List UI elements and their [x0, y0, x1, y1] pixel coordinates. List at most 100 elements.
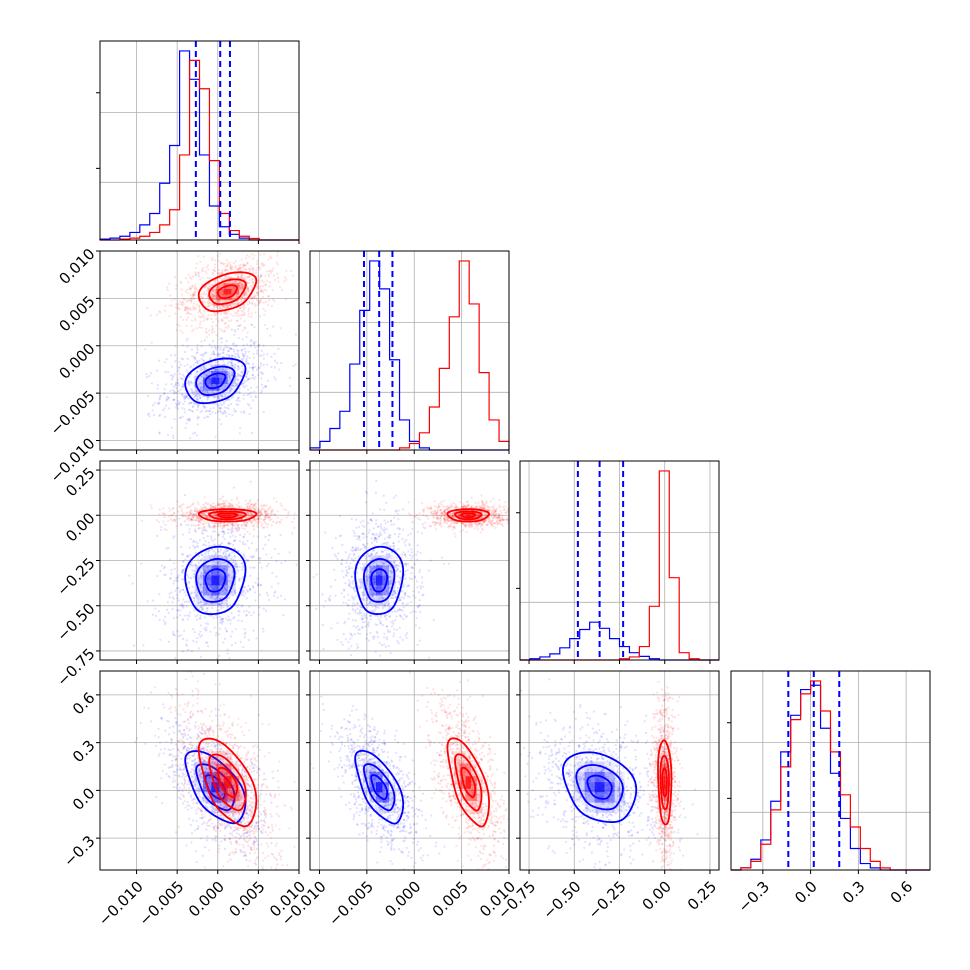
scatter-point [177, 369, 180, 372]
scatter-point [191, 296, 194, 299]
scatter-point [371, 512, 374, 515]
scatter-point [262, 607, 265, 610]
scatter-point [358, 538, 362, 541]
scatter-point [383, 519, 386, 522]
scatter-point [378, 508, 382, 511]
scatter-point [259, 298, 263, 301]
scatter-point [222, 499, 225, 503]
scatter-point [237, 396, 240, 400]
scatter-point [270, 508, 273, 511]
scatter-point [237, 336, 241, 340]
scatter-point [248, 512, 251, 515]
scatter-point [223, 524, 227, 527]
scatter-point [261, 371, 264, 374]
scatter-point [365, 596, 369, 599]
scatter-point [392, 561, 395, 564]
scatter-point [202, 523, 205, 526]
scatter-point [436, 514, 439, 517]
scatter-point [246, 590, 250, 593]
scatter-point [223, 400, 226, 403]
scatter-point [251, 525, 255, 528]
scatter-point [363, 554, 367, 557]
scatter-point [151, 599, 155, 602]
scatter-point [163, 361, 166, 364]
scatter-point [227, 541, 231, 544]
scatter-point [288, 376, 291, 380]
scatter-point [409, 532, 412, 535]
density-cell [219, 390, 228, 398]
scatter-point [199, 583, 202, 586]
scatter-point [250, 297, 253, 301]
scatter-point [245, 503, 248, 506]
scatter-point [251, 512, 254, 516]
scatter-point [225, 340, 228, 343]
scatter-point [210, 390, 213, 393]
scatter-point [253, 503, 256, 507]
scatter-point [347, 647, 350, 650]
scatter-point [259, 583, 262, 587]
scatter-point [242, 285, 245, 288]
scatter-point [192, 294, 195, 297]
scatter-point [268, 334, 272, 337]
scatter-point [193, 509, 196, 513]
scatter-point [259, 511, 262, 514]
scatter-point [360, 606, 364, 609]
scatter-point [212, 349, 215, 353]
scatter-point [223, 410, 227, 413]
scatter-point [238, 307, 242, 310]
scatter-point [259, 504, 263, 507]
scatter-point [398, 598, 401, 601]
scatter-point [224, 369, 227, 372]
scatter-point [257, 293, 260, 296]
scatter-point [263, 526, 266, 529]
scatter-point [242, 311, 245, 314]
scatter-point [231, 354, 234, 357]
scatter-point [188, 615, 191, 618]
scatter-point [348, 584, 351, 587]
scatter-point [158, 395, 162, 398]
scatter-point [247, 289, 250, 292]
scatter-point [219, 262, 223, 265]
scatter-point [196, 415, 199, 418]
scatter-point [228, 579, 231, 582]
scatter-point [201, 512, 204, 515]
scatter-point [239, 640, 242, 644]
scatter-point [359, 578, 363, 581]
scatter-point [217, 272, 220, 275]
density-cell [194, 595, 203, 606]
scatter-point [230, 264, 233, 267]
scatter-point [185, 639, 188, 642]
scatter-point [208, 285, 211, 288]
scatter-point [385, 552, 388, 556]
scatter-point [204, 507, 208, 510]
scatter-point [261, 627, 265, 630]
scatter-point [212, 293, 215, 297]
scatter-point [217, 533, 220, 536]
scatter-point [159, 311, 162, 314]
scatter-point [223, 531, 226, 534]
scatter-point [184, 290, 187, 293]
scatter-point [187, 311, 190, 314]
scatter-point [201, 276, 204, 279]
scatter-point [353, 553, 356, 556]
scatter-point [379, 620, 382, 623]
scatter-point [190, 277, 193, 280]
scatter-point [257, 344, 260, 347]
scatter-blue [312, 479, 450, 660]
scatter-point [229, 268, 232, 271]
scatter-point [401, 596, 404, 599]
scatter-point [422, 593, 425, 596]
scatter-point [227, 573, 231, 576]
scatter-point [211, 505, 215, 508]
scatter-point [180, 570, 184, 573]
scatter-point [429, 525, 432, 528]
scatter-point [264, 535, 267, 538]
scatter-point [368, 529, 371, 532]
scatter-point [224, 304, 227, 307]
scatter-point [451, 528, 454, 531]
scatter-point [247, 291, 250, 294]
scatter-point [213, 524, 216, 528]
scatter-point [194, 530, 198, 533]
scatter-point [204, 513, 208, 517]
scatter-point [167, 396, 170, 400]
